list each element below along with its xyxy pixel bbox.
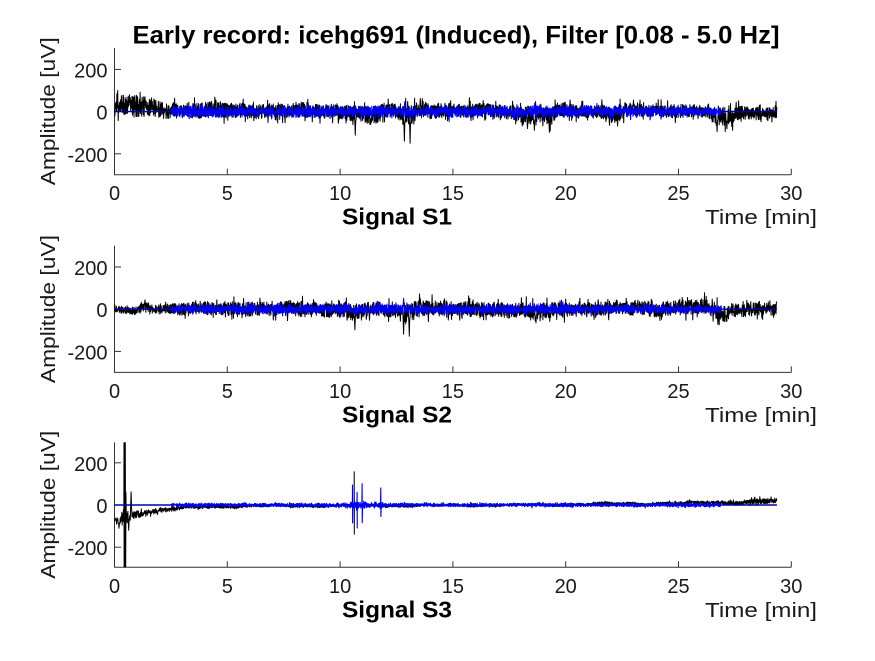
svg-text:Early record: icehg691 (Induce: Early record: icehg691 (Induced), Filter…: [133, 22, 780, 50]
svg-text:200: 200: [74, 60, 107, 82]
svg-text:Signal S3: Signal S3: [342, 596, 452, 622]
svg-text:0: 0: [96, 103, 107, 125]
svg-text:10: 10: [329, 381, 351, 403]
svg-text:10: 10: [329, 576, 351, 598]
svg-text:20: 20: [555, 183, 577, 205]
svg-text:Signal S1: Signal S1: [342, 204, 452, 230]
svg-text:Time [min]: Time [min]: [705, 600, 817, 622]
svg-text:Amplitude [uV]: Amplitude [uV]: [38, 37, 60, 185]
svg-text:25: 25: [667, 381, 689, 403]
svg-text:25: 25: [667, 576, 689, 598]
svg-text:10: 10: [329, 183, 351, 205]
svg-text:15: 15: [442, 381, 464, 403]
svg-text:30: 30: [780, 576, 802, 598]
svg-text:Signal S2: Signal S2: [342, 401, 452, 427]
svg-text:0: 0: [96, 300, 107, 322]
svg-text:15: 15: [442, 183, 464, 205]
svg-text:30: 30: [780, 183, 802, 205]
svg-text:30: 30: [780, 381, 802, 403]
svg-text:20: 20: [555, 576, 577, 598]
svg-text:5: 5: [222, 576, 233, 598]
svg-text:Amplitude [uV]: Amplitude [uV]: [38, 235, 60, 383]
svg-text:25: 25: [667, 183, 689, 205]
svg-text:-200: -200: [67, 342, 107, 364]
svg-text:Time [min]: Time [min]: [705, 405, 817, 427]
svg-text:0: 0: [96, 496, 107, 518]
svg-text:200: 200: [74, 454, 107, 476]
svg-text:5: 5: [222, 183, 233, 205]
svg-text:0: 0: [109, 576, 120, 598]
svg-text:Amplitude [uV]: Amplitude [uV]: [38, 431, 60, 579]
svg-text:200: 200: [74, 258, 107, 280]
svg-text:-200: -200: [67, 538, 107, 560]
svg-text:-200: -200: [67, 145, 107, 167]
svg-text:5: 5: [222, 381, 233, 403]
svg-text:Time [min]: Time [min]: [705, 207, 817, 229]
svg-text:0: 0: [109, 183, 120, 205]
svg-text:0: 0: [109, 381, 120, 403]
svg-text:20: 20: [555, 381, 577, 403]
svg-text:15: 15: [442, 576, 464, 598]
